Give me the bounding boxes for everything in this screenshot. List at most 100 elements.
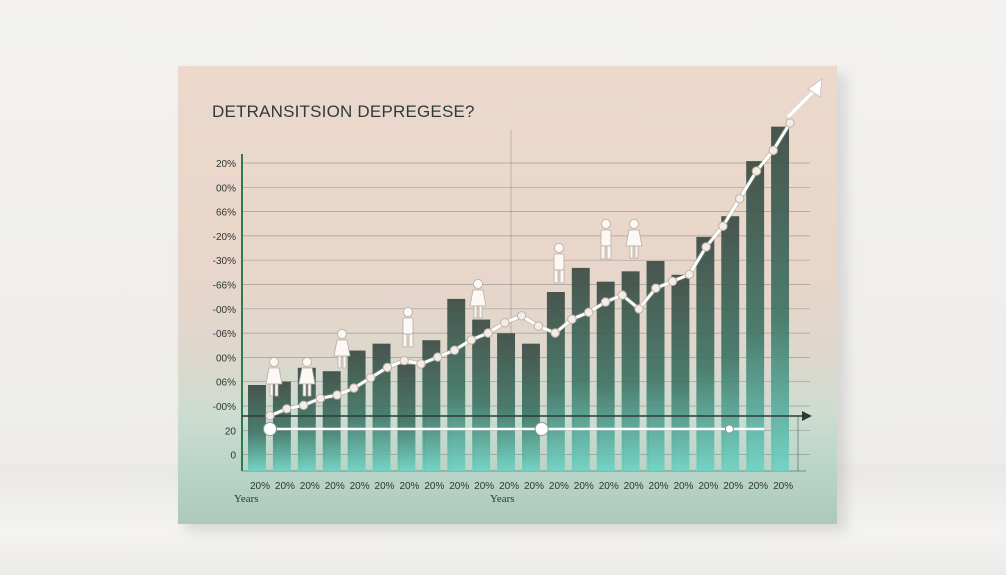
y-tick-labels: 20% 00% 66% -20% -30% -66% -00% -06% 00% 06% -00% 2… (213, 159, 237, 462)
y-tick-label: 66% (216, 208, 236, 219)
x-tick-label: 20% (673, 481, 693, 492)
x-axis-title: Years (234, 493, 259, 505)
bar (746, 161, 765, 471)
baseline-track (263, 422, 764, 436)
line-point (500, 317, 510, 328)
y-tick-label: 00% (216, 183, 236, 194)
bar (447, 298, 466, 471)
chart-title: DETRANSITSION DEPREGESE? (212, 102, 475, 121)
line-point (550, 328, 560, 338)
y-tick-label: -66% (213, 281, 236, 292)
figure-female-icon (265, 357, 283, 397)
line-point (667, 276, 678, 287)
line-point (785, 118, 795, 128)
x-tick-label: 20% (350, 481, 370, 492)
line-point (634, 304, 644, 314)
y-tick-label: 20 (225, 426, 237, 437)
line-point (416, 359, 426, 369)
x-tick-label: 20% (549, 481, 569, 492)
bar (248, 385, 266, 471)
x-tick-label: 20% (624, 481, 644, 492)
x-tick-label: 20% (300, 481, 320, 492)
line-point (466, 335, 476, 345)
bar (497, 333, 516, 471)
bar (771, 126, 790, 471)
x-axis-title-secondary: Years (490, 493, 515, 505)
arrowhead-icon (807, 78, 823, 98)
line-point (533, 321, 544, 331)
people-figures (265, 219, 643, 397)
x-tick-label: 20% (474, 481, 494, 492)
y-tick-label: -20% (213, 232, 236, 243)
x-tick-label: 20% (275, 481, 295, 492)
line-point (751, 166, 762, 176)
x-tick-label: 20% (773, 481, 793, 492)
figure-female-icon (333, 329, 351, 369)
baseline-marker (263, 422, 277, 436)
x-tick-label: 20% (399, 481, 419, 492)
bar (596, 281, 615, 471)
line-point (265, 410, 275, 421)
bar-series (248, 126, 790, 471)
x-tick-label: 20% (649, 481, 669, 492)
figure-male-icon (402, 307, 414, 348)
line-point (617, 290, 627, 300)
bar (646, 261, 665, 471)
bar (322, 371, 341, 471)
x-tick-label: 20% (524, 481, 544, 492)
line-point (516, 311, 527, 321)
line-series (265, 78, 823, 421)
line-point (734, 193, 745, 204)
bar (546, 292, 565, 471)
x-axis-arrow-icon (802, 411, 812, 421)
baseline-marker (724, 424, 734, 434)
line-point (768, 145, 778, 156)
line-point (382, 362, 393, 373)
bar (696, 236, 715, 471)
bar (472, 319, 491, 471)
chart-poster: DETRANSITSION DEPREGESE? 20% 00% 66% -20% -3… (178, 66, 837, 524)
figure-male-icon (553, 243, 565, 284)
x-tick-label: 20% (449, 481, 469, 492)
y-tick-label: 06% (216, 378, 236, 389)
y-tick-label: -30% (213, 256, 236, 267)
y-tick-label: -00% (213, 402, 236, 413)
x-tick-label: 20% (723, 481, 743, 492)
bar (522, 343, 540, 471)
line-point (298, 400, 309, 411)
x-tick-label: 20% (250, 481, 270, 492)
x-tick-labels: 20% 20% 20% 20% 20% 20% 20% 20% 20% 20% 20% 20% 20% 2… (250, 481, 793, 492)
line-point (282, 404, 292, 414)
line-point (567, 314, 577, 324)
x-tick-label: 20% (375, 481, 395, 492)
x-tick-label: 20% (748, 481, 768, 492)
y-tick-label: 00% (216, 353, 236, 364)
figure-female-icon (298, 357, 316, 397)
figure-male-icon (600, 219, 612, 260)
bar (621, 271, 640, 471)
baseline-marker (534, 422, 549, 436)
bar (347, 350, 366, 471)
x-tick-label: 20% (424, 481, 444, 492)
bar (671, 274, 690, 471)
bar (397, 364, 416, 471)
line-point (600, 297, 611, 307)
line-point (651, 283, 661, 293)
line-point (433, 352, 443, 362)
line-point (399, 355, 409, 366)
bar (422, 340, 441, 471)
line-point (684, 269, 695, 280)
y-tick-label: 0 (230, 451, 236, 462)
line-point (332, 390, 342, 400)
line-point (365, 373, 376, 383)
axes (241, 154, 812, 471)
bar (272, 381, 291, 471)
line-point (701, 242, 711, 252)
line-point (349, 383, 359, 393)
chart-plot: 20% 00% 66% -20% -30% -66% -00% -06% 00% 06% -00% 2… (213, 78, 823, 505)
bar (721, 216, 740, 471)
line-point (483, 328, 493, 338)
x-tick-label: 20% (325, 481, 345, 492)
line-point (315, 393, 326, 404)
bar (571, 267, 590, 471)
